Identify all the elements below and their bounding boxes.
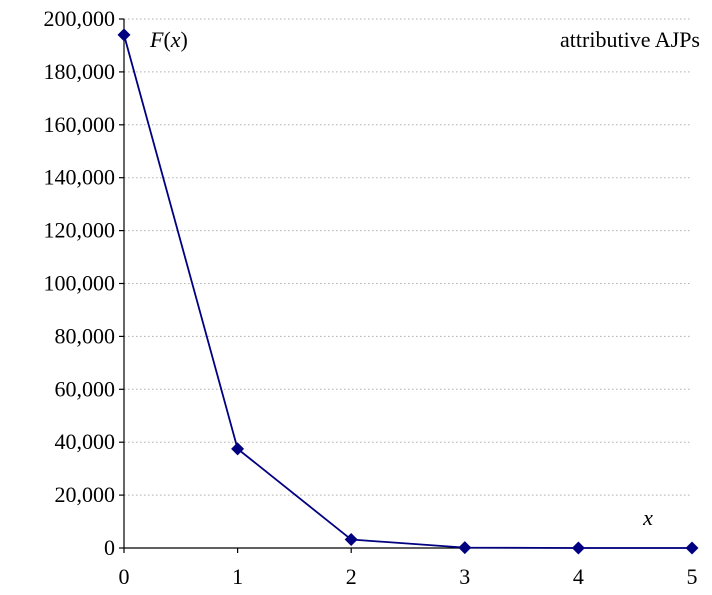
series — [117, 28, 699, 555]
y-tick-label: 40,000 — [55, 429, 116, 454]
x-tick-label: 1 — [232, 564, 243, 589]
x-tick-label: 5 — [687, 564, 698, 589]
y-tick-label: 180,000 — [44, 59, 116, 84]
y-tick-label: 80,000 — [55, 323, 116, 348]
data-point-marker — [344, 533, 358, 547]
y-tick-label: 60,000 — [55, 376, 116, 401]
data-point-marker — [117, 28, 131, 42]
y-tick-label: 0 — [104, 535, 115, 560]
data-point-marker — [571, 541, 585, 555]
data-point-marker — [231, 442, 245, 456]
tick-labels: 0 20,000 40,000 60,000 80,000 100,000 120,000 1… — [44, 6, 698, 589]
x-axis-title: x — [642, 505, 653, 530]
chart-annotation: attributive AJPs — [560, 27, 700, 52]
series-line — [123, 34, 693, 549]
x-tick-label: 0 — [119, 564, 130, 589]
gridlines — [124, 18, 692, 496]
y-tick-label: 120,000 — [44, 218, 116, 243]
y-tick-label: 140,000 — [44, 165, 116, 190]
x-tick-label: 3 — [459, 564, 470, 589]
y-tick-label: 200,000 — [44, 6, 116, 31]
data-point-marker — [685, 541, 699, 555]
x-tick-label: 2 — [346, 564, 357, 589]
x-tick-label: 4 — [573, 564, 584, 589]
data-point-marker — [458, 541, 472, 555]
y-axis-title: F(x) — [149, 27, 188, 52]
y-tick-label: 100,000 — [44, 271, 116, 296]
y-tick-label: 20,000 — [55, 482, 116, 507]
y-tick-label: 160,000 — [44, 112, 116, 137]
axes — [119, 18, 693, 553]
